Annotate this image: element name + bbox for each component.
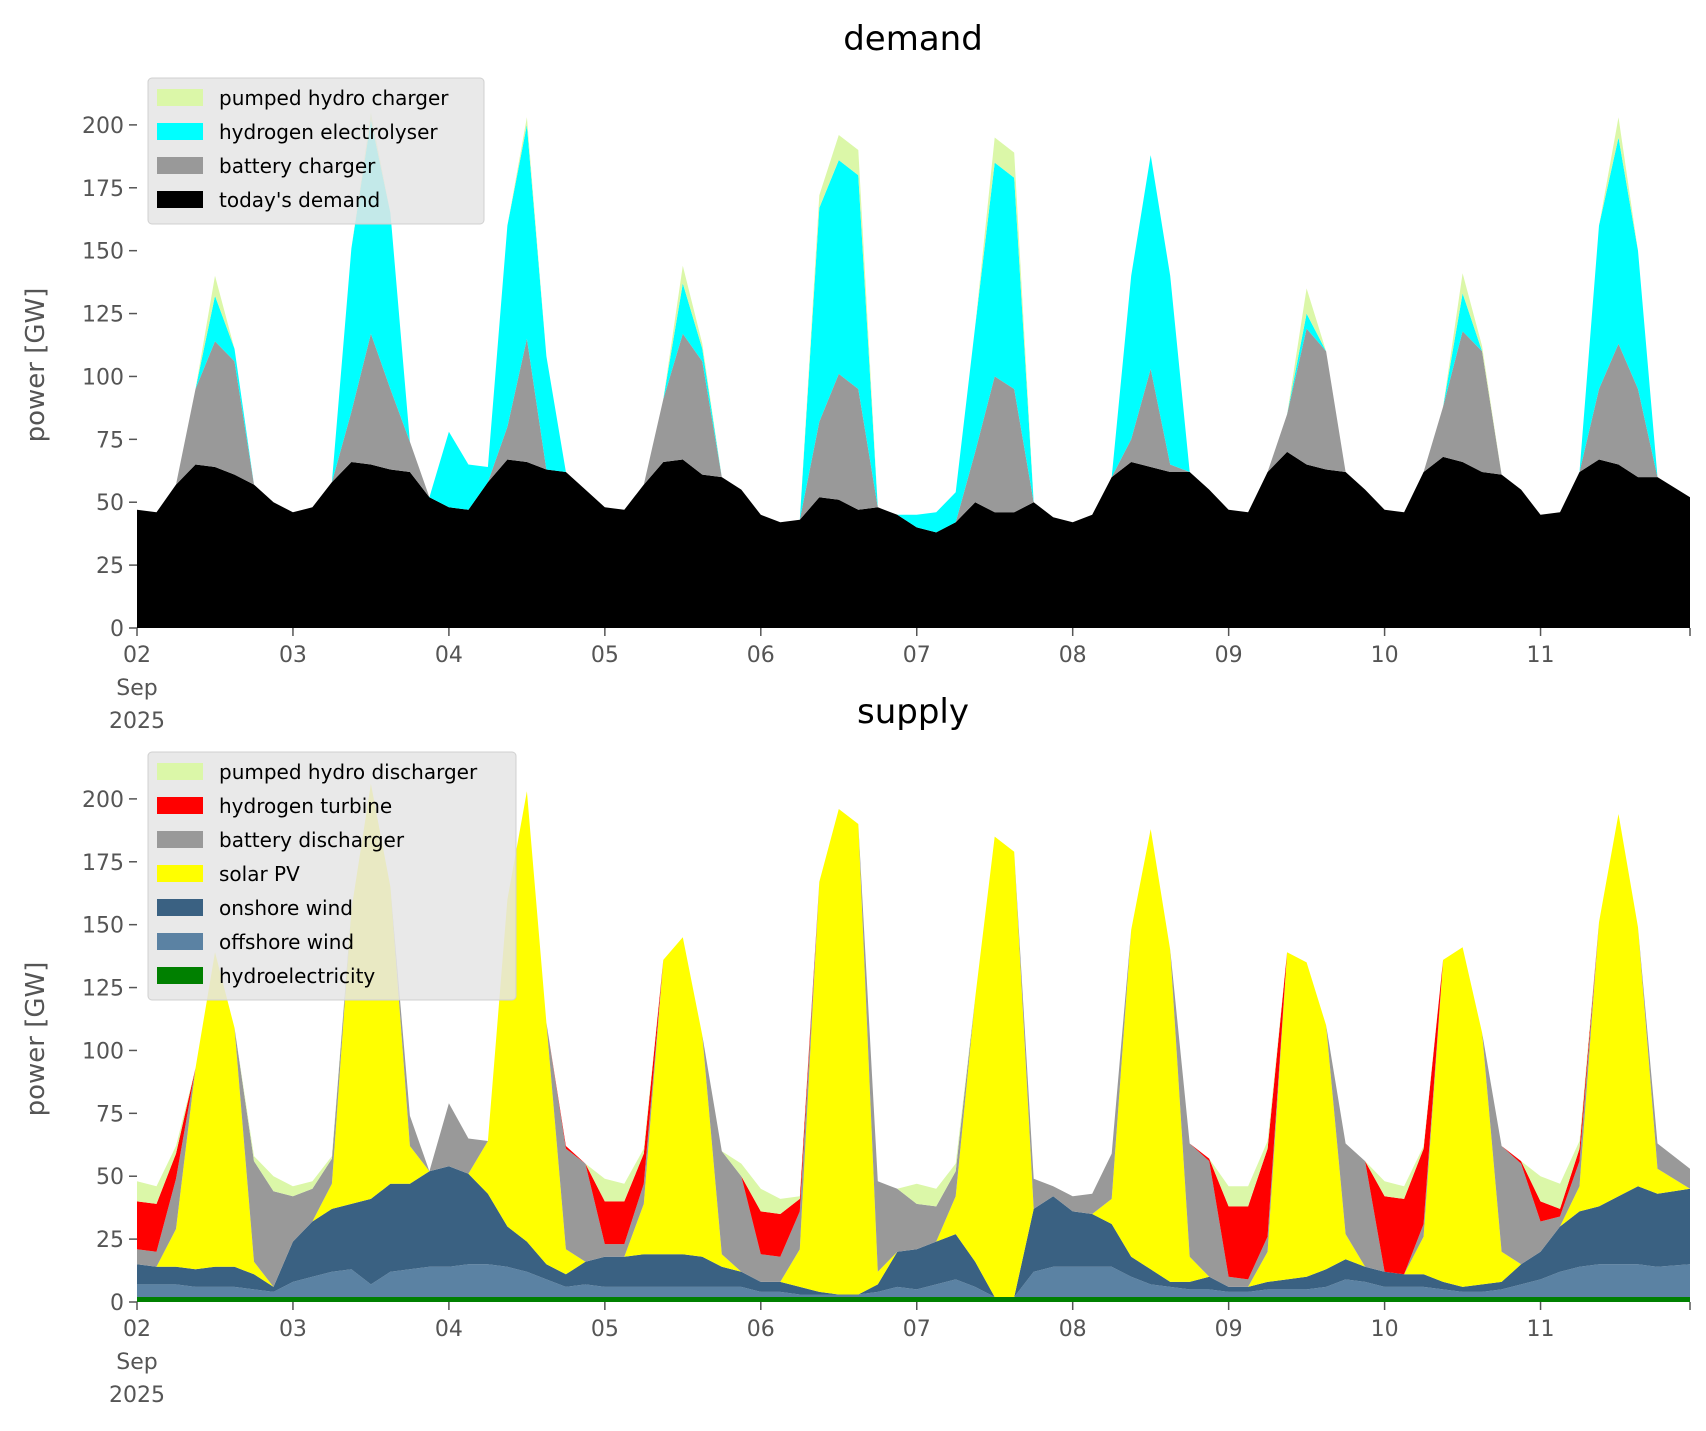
x-tick-label: 05 — [591, 1317, 619, 1342]
x-tick-label: 04 — [435, 1317, 463, 1342]
demand-chart: 0 25 50 75 100 125 150 175 200 02 Sep 2025 03 04 05 06 0… — [21, 19, 1691, 734]
area-onshore-wind — [137, 1166, 1690, 1297]
legend-label: today's demand — [219, 188, 380, 212]
x-tick-label: 11 — [1527, 1317, 1555, 1342]
y-tick-label: 0 — [110, 617, 124, 642]
legend-swatch — [157, 89, 203, 106]
legend-label: hydrogen electrolyser — [219, 120, 438, 144]
y-tick-label: 200 — [82, 114, 124, 139]
legend-swatch — [157, 797, 203, 814]
y-tick-label: 150 — [82, 240, 124, 265]
legend-label: hydrogen turbine — [219, 794, 392, 818]
x-tick-month: Sep — [116, 1350, 157, 1375]
legend-swatch — [157, 831, 203, 848]
area-today-s-demand — [137, 451, 1690, 628]
x-tick-label: 03 — [279, 1317, 307, 1342]
legend-label: offshore wind — [219, 930, 354, 954]
legend-label: pumped hydro discharger — [219, 760, 478, 784]
x-tick-year: 2025 — [109, 1383, 165, 1408]
x-tick-label: 07 — [903, 643, 931, 668]
x-tick-label: 07 — [903, 1317, 931, 1342]
y-tick-label: 200 — [82, 788, 124, 813]
legend-swatch — [157, 933, 203, 950]
chart-title: demand — [843, 19, 983, 59]
x-tick-label: 04 — [435, 643, 463, 668]
legend: pumped hydro charger hydrogen electrolyse… — [147, 77, 485, 225]
y-tick-label: 125 — [82, 303, 124, 328]
x-tick-label: 08 — [1059, 1317, 1087, 1342]
legend-swatch — [157, 763, 203, 780]
legend-label: solar PV — [219, 862, 300, 886]
y-tick-label: 175 — [82, 177, 124, 202]
x-tick-label: 03 — [279, 643, 307, 668]
x-tick-label: 06 — [747, 1317, 775, 1342]
y-tick-label: 175 — [82, 851, 124, 876]
supply-chart: 0 25 50 75 100 125 150 175 200 02 Sep 2025 03 04 05 06 0… — [21, 692, 1691, 1408]
x-tick-label: 06 — [747, 643, 775, 668]
legend-swatch — [157, 967, 203, 984]
area-hydroelectricity — [137, 1297, 1690, 1302]
x-tick-label: 02 — [123, 643, 151, 668]
x-tick-month: Sep — [116, 676, 157, 701]
legend-box — [147, 751, 517, 1001]
chart-title: supply — [857, 692, 969, 732]
legend-box — [147, 77, 485, 225]
legend-swatch — [157, 899, 203, 916]
x-tick-label: 09 — [1215, 1317, 1243, 1342]
x-tick-year: 2025 — [109, 709, 165, 734]
y-tick-label: 0 — [110, 1291, 124, 1316]
legend-swatch — [157, 865, 203, 882]
x-tick-label: 05 — [591, 643, 619, 668]
area-hydrogen-electrolyser — [137, 119, 1690, 533]
y-tick-label: 150 — [82, 914, 124, 939]
x-tick-label: 10 — [1371, 643, 1399, 668]
area-solar-pv — [137, 783, 1690, 1297]
y-tick-label: 25 — [96, 554, 124, 579]
y-tick-label: 50 — [96, 491, 124, 516]
legend-swatch — [157, 157, 203, 174]
legend-swatch — [157, 123, 203, 140]
x-tick-label: 11 — [1527, 643, 1555, 668]
y-tick-label: 75 — [96, 1102, 124, 1127]
y-tick-label: 100 — [82, 365, 124, 390]
legend-label: battery charger — [219, 154, 376, 178]
legend-swatch — [157, 191, 203, 208]
y-axis-label: power [GW] — [21, 288, 51, 443]
area-battery-discharger — [137, 783, 1690, 1287]
x-tick-label: 09 — [1215, 643, 1243, 668]
area-offshore-wind — [137, 1264, 1690, 1297]
y-tick-label: 100 — [82, 1039, 124, 1064]
legend-label: battery discharger — [219, 828, 405, 852]
x-tick-label: 10 — [1371, 1317, 1399, 1342]
y-tick-label: 50 — [96, 1165, 124, 1190]
area-battery-charger — [137, 328, 1690, 533]
y-tick-label: 75 — [96, 428, 124, 453]
x-tick-label: 08 — [1059, 643, 1087, 668]
x-tick-label: 02 — [123, 1317, 151, 1342]
legend-label: onshore wind — [219, 896, 353, 920]
legend-label: hydroelectricity — [219, 964, 375, 988]
y-tick-label: 125 — [82, 977, 124, 1002]
y-tick-label: 25 — [96, 1228, 124, 1253]
legend-label: pumped hydro charger — [219, 86, 449, 110]
legend: pumped hydro discharger hydrogen turbine b… — [147, 751, 517, 1001]
y-axis-label: power [GW] — [21, 962, 51, 1117]
